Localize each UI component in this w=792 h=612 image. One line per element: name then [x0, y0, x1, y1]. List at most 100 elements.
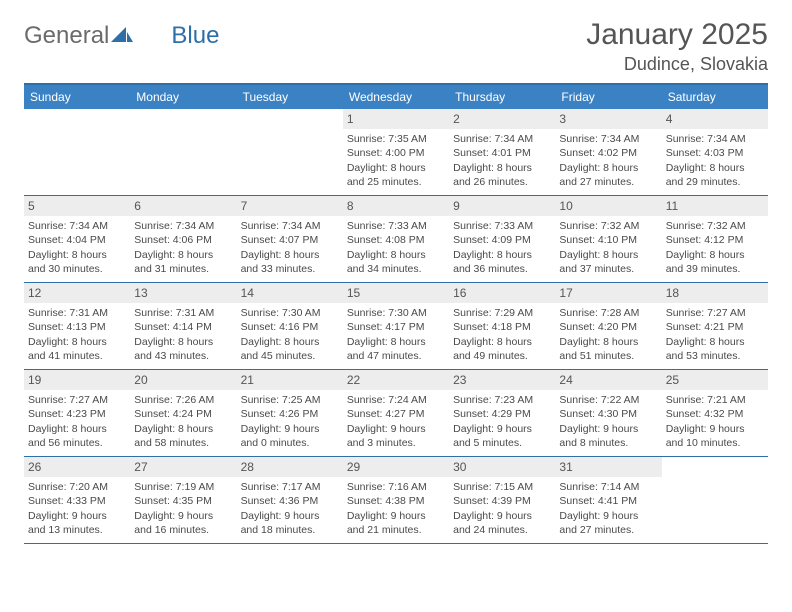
- daylight-text: Daylight: 8 hours: [28, 422, 126, 436]
- sunset-text: Sunset: 4:18 PM: [453, 320, 551, 334]
- daylight-text: and 5 minutes.: [453, 436, 551, 450]
- sunrise-text: Sunrise: 7:27 AM: [28, 393, 126, 407]
- daylight-text: Daylight: 8 hours: [134, 335, 232, 349]
- sunrise-text: Sunrise: 7:14 AM: [559, 480, 657, 494]
- day-cell: 6Sunrise: 7:34 AMSunset: 4:06 PMDaylight…: [130, 196, 236, 282]
- day-number: 19: [24, 370, 130, 390]
- day-cell: 9Sunrise: 7:33 AMSunset: 4:09 PMDaylight…: [449, 196, 555, 282]
- month-title: January 2025: [586, 18, 768, 52]
- day-number: 3: [555, 109, 661, 129]
- sunrise-text: Sunrise: 7:34 AM: [241, 219, 339, 233]
- daylight-text: and 47 minutes.: [347, 349, 445, 363]
- sunset-text: Sunset: 4:06 PM: [134, 233, 232, 247]
- sunset-text: Sunset: 4:03 PM: [666, 146, 764, 160]
- day-number: 13: [130, 283, 236, 303]
- day-cell: 1Sunrise: 7:35 AMSunset: 4:00 PMDaylight…: [343, 109, 449, 195]
- daylight-text: Daylight: 9 hours: [559, 509, 657, 523]
- day-number: 12: [24, 283, 130, 303]
- sunset-text: Sunset: 4:14 PM: [134, 320, 232, 334]
- day-number: 7: [237, 196, 343, 216]
- sunset-text: Sunset: 4:27 PM: [347, 407, 445, 421]
- sunset-text: Sunset: 4:32 PM: [666, 407, 764, 421]
- weekday-sunday: Sunday: [24, 85, 130, 109]
- day-cell: 16Sunrise: 7:29 AMSunset: 4:18 PMDayligh…: [449, 283, 555, 369]
- sunrise-text: Sunrise: 7:30 AM: [241, 306, 339, 320]
- daylight-text: Daylight: 8 hours: [666, 248, 764, 262]
- daylight-text: and 25 minutes.: [347, 175, 445, 189]
- day-cell: 17Sunrise: 7:28 AMSunset: 4:20 PMDayligh…: [555, 283, 661, 369]
- weekday-monday: Monday: [130, 85, 236, 109]
- daylight-text: and 34 minutes.: [347, 262, 445, 276]
- daylight-text: and 36 minutes.: [453, 262, 551, 276]
- day-number: 26: [24, 457, 130, 477]
- sunset-text: Sunset: 4:07 PM: [241, 233, 339, 247]
- sunrise-text: Sunrise: 7:31 AM: [134, 306, 232, 320]
- day-number: 24: [555, 370, 661, 390]
- sunset-text: Sunset: 4:35 PM: [134, 494, 232, 508]
- sunrise-text: Sunrise: 7:34 AM: [666, 132, 764, 146]
- weekday-friday: Friday: [555, 85, 661, 109]
- week-row: 12Sunrise: 7:31 AMSunset: 4:13 PMDayligh…: [24, 283, 768, 370]
- day-cell: 14 Sunrise: 7:30 AMSunset: 4:16 PMDayligh…: [237, 283, 343, 369]
- sunset-text: Sunset: 4:16 PM: [241, 320, 339, 334]
- daylight-text: and 24 minutes.: [453, 523, 551, 537]
- day-cell: 5Sunrise: 7:34 AMSunset: 4:04 PMDaylight…: [24, 196, 130, 282]
- title-block: January 2025 Dudince, Slovakia: [586, 18, 768, 75]
- sunset-text: Sunset: 4:08 PM: [347, 233, 445, 247]
- sunrise-text: Sunrise: 7:31 AM: [28, 306, 126, 320]
- day-cell: 18Sunrise: 7:27 AMSunset: 4:21 PMDayligh…: [662, 283, 768, 369]
- day-cell: 8Sunrise: 7:33 AMSunset: 4:08 PMDaylight…: [343, 196, 449, 282]
- day-cell: 10Sunrise: 7:32 AMSunset: 4:10 PMDayligh…: [555, 196, 661, 282]
- day-cell: 19Sunrise: 7:27 AMSunset: 4:23 PMDayligh…: [24, 370, 130, 456]
- daylight-text: Daylight: 8 hours: [559, 248, 657, 262]
- daylight-text: and 10 minutes.: [666, 436, 764, 450]
- day-number: 14: [237, 283, 343, 303]
- sunrise-text: Sunrise: 7:29 AM: [453, 306, 551, 320]
- daylight-text: Daylight: 8 hours: [453, 161, 551, 175]
- sunset-text: Sunset: 4:36 PM: [241, 494, 339, 508]
- daylight-text: and 41 minutes.: [28, 349, 126, 363]
- sunrise-text: Sunrise: 7:30 AM: [347, 306, 445, 320]
- daylight-text: and 21 minutes.: [347, 523, 445, 537]
- day-number: 27: [130, 457, 236, 477]
- sunrise-text: Sunrise: 7:21 AM: [666, 393, 764, 407]
- day-number: 5: [24, 196, 130, 216]
- day-cell: 25Sunrise: 7:21 AMSunset: 4:32 PMDayligh…: [662, 370, 768, 456]
- day-number: 8: [343, 196, 449, 216]
- sunset-text: Sunset: 4:00 PM: [347, 146, 445, 160]
- day-number: 22: [343, 370, 449, 390]
- day-number: 28: [237, 457, 343, 477]
- calendar-page: General Blue January 2025 Dudince, Slova…: [0, 0, 792, 562]
- daylight-text: Daylight: 8 hours: [241, 335, 339, 349]
- day-number: 2: [449, 109, 555, 129]
- day-number: 1: [343, 109, 449, 129]
- sunrise-text: Sunrise: 7:32 AM: [559, 219, 657, 233]
- daylight-text: and 8 minutes.: [559, 436, 657, 450]
- day-cell: 22Sunrise: 7:24 AMSunset: 4:27 PMDayligh…: [343, 370, 449, 456]
- daylight-text: Daylight: 8 hours: [241, 248, 339, 262]
- sunset-text: Sunset: 4:33 PM: [28, 494, 126, 508]
- day-cell: 24Sunrise: 7:22 AMSunset: 4:30 PMDayligh…: [555, 370, 661, 456]
- daylight-text: Daylight: 9 hours: [453, 509, 551, 523]
- daylight-text: Daylight: 8 hours: [453, 248, 551, 262]
- weeks-container: 1Sunrise: 7:35 AMSunset: 4:00 PMDaylight…: [24, 109, 768, 544]
- weekday-header: Sunday Monday Tuesday Wednesday Thursday…: [24, 85, 768, 109]
- day-cell: 23Sunrise: 7:23 AMSunset: 4:29 PMDayligh…: [449, 370, 555, 456]
- weekday-saturday: Saturday: [662, 85, 768, 109]
- daylight-text: Daylight: 9 hours: [241, 422, 339, 436]
- daylight-text: Daylight: 8 hours: [134, 422, 232, 436]
- sunset-text: Sunset: 4:21 PM: [666, 320, 764, 334]
- sunrise-text: Sunrise: 7:34 AM: [134, 219, 232, 233]
- sunset-text: Sunset: 4:10 PM: [559, 233, 657, 247]
- day-number: 18: [662, 283, 768, 303]
- sunset-text: Sunset: 4:12 PM: [666, 233, 764, 247]
- sunrise-text: Sunrise: 7:27 AM: [666, 306, 764, 320]
- day-number: 25: [662, 370, 768, 390]
- daylight-text: Daylight: 8 hours: [559, 335, 657, 349]
- sunset-text: Sunset: 4:20 PM: [559, 320, 657, 334]
- day-number: 20: [130, 370, 236, 390]
- sunset-text: Sunset: 4:04 PM: [28, 233, 126, 247]
- daylight-text: Daylight: 8 hours: [666, 161, 764, 175]
- day-number: 15: [343, 283, 449, 303]
- daylight-text: Daylight: 8 hours: [347, 161, 445, 175]
